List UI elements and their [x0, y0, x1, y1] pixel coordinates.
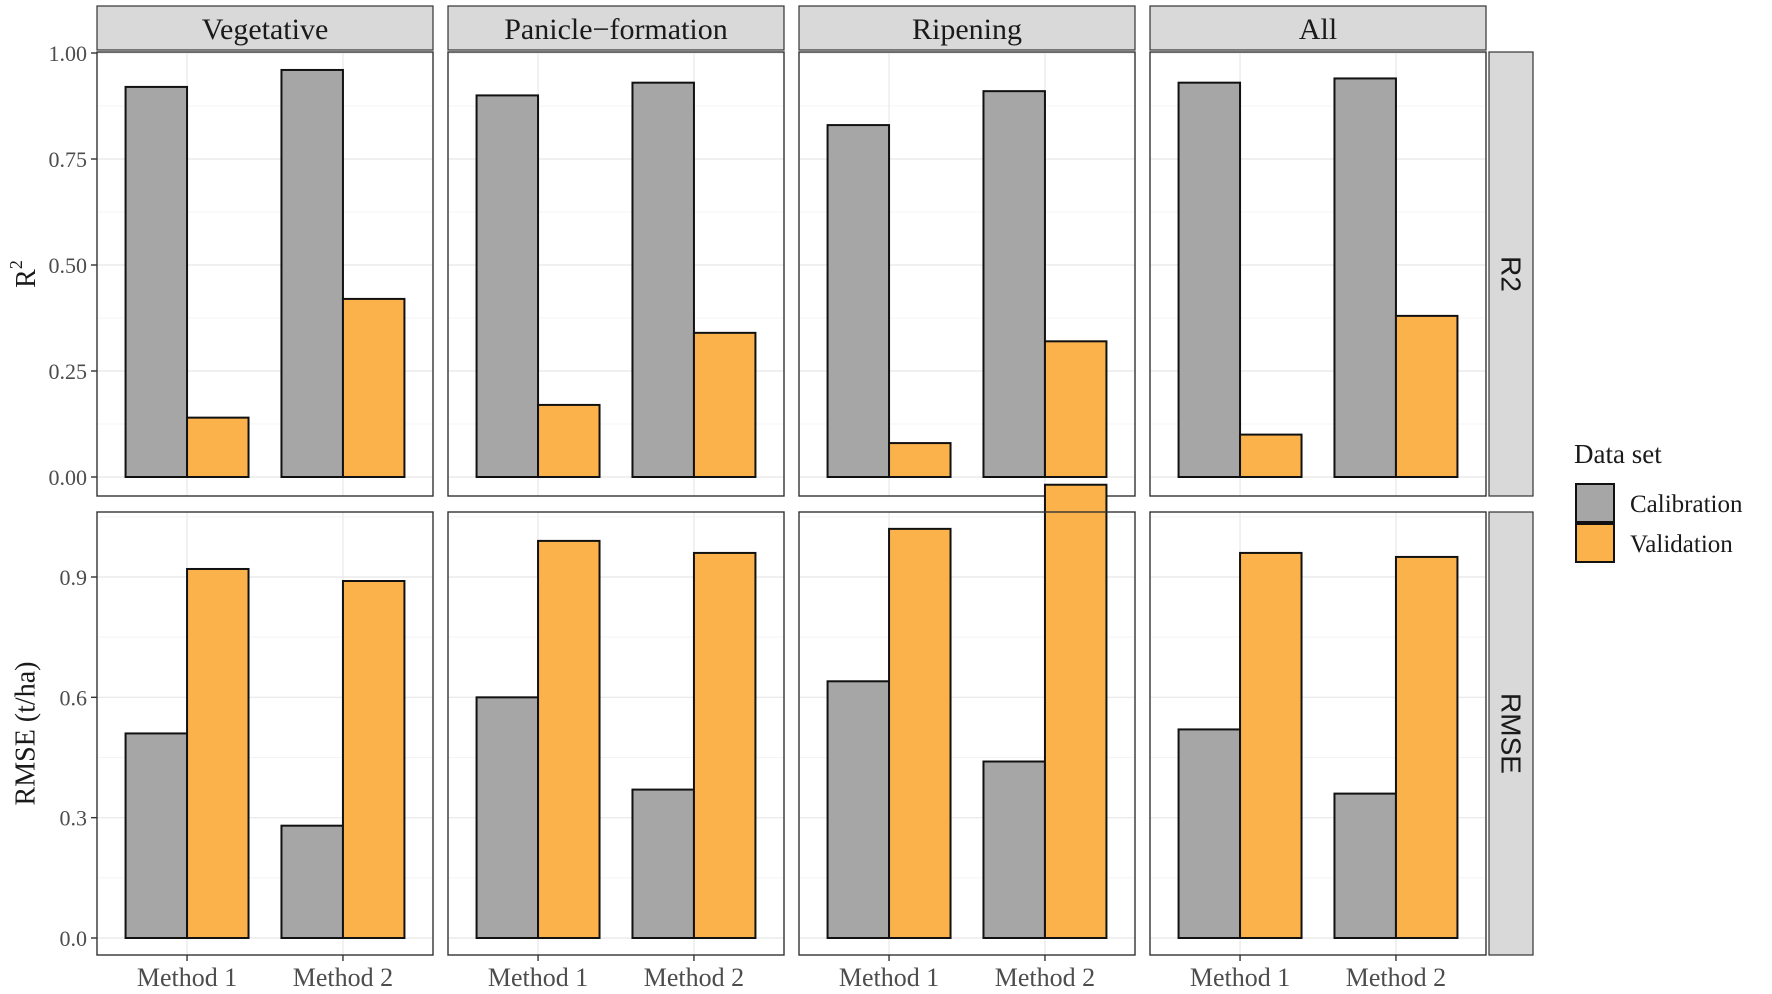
x-tick-label-method-2: Method 2 [644, 963, 744, 992]
x-tick-label-method-2: Method 2 [293, 963, 393, 992]
strip-all [1149, 5, 1487, 51]
y-tick-label-r2: 0.75 [49, 147, 88, 172]
bar-r2-panicle-formation-method-1-validation [537, 403, 601, 479]
x-tick-label-method-2: Method 2 [995, 963, 1095, 992]
row-strip-label-r2: R2 [1496, 256, 1527, 292]
bar-r2-vegetative-method-2-calibration [280, 68, 344, 479]
bar-r2-all-method-1-calibration [1177, 81, 1242, 479]
y-tick-label-r2: 1.00 [49, 41, 88, 66]
bar-r2-panicle-formation-method-2-calibration [631, 81, 695, 479]
bar-r2-vegetative-method-1-calibration [124, 85, 189, 478]
strip-label-ripening: Ripening [912, 13, 1022, 46]
panel-border-r2-panicle-formation [447, 51, 785, 497]
bar-r2-ripening-method-2-validation [1043, 340, 1108, 478]
bar-rmse-all-method-2-validation [1394, 555, 1459, 939]
legend-key-validation [1575, 523, 1615, 563]
bar-rmse-ripening-method-1-calibration [826, 680, 891, 939]
bar-rmse-all-method-1-validation [1239, 551, 1303, 940]
legend-key-calibration [1575, 483, 1615, 523]
x-tick-label-method-1: Method 1 [137, 963, 237, 992]
x-tick-label-method-1: Method 1 [839, 963, 939, 992]
bar-rmse-ripening-method-1-validation [888, 527, 952, 939]
strip-panicle-formation [447, 5, 785, 51]
bar-rmse-vegetative-method-1-calibration [124, 732, 189, 940]
bar-rmse-all-method-1-calibration [1177, 728, 1242, 940]
y-tick-label-r2: 0.50 [49, 253, 88, 278]
bar-r2-all-method-2-calibration [1333, 77, 1397, 478]
y-tick-label-rmse: 0.0 [60, 926, 88, 951]
bar-r2-all-method-1-validation [1239, 433, 1303, 479]
bar-rmse-panicle-formation-method-1-calibration [475, 696, 540, 939]
x-tick-label-method-2: Method 2 [1346, 963, 1446, 992]
y-tick-label-rmse: 0.6 [60, 685, 88, 710]
bar-r2-panicle-formation-method-1-calibration [475, 94, 540, 479]
y-tick-label-r2: 0.25 [49, 359, 88, 384]
panel-border-r2-ripening [798, 51, 1136, 497]
legend-title: Data set [1574, 439, 1662, 469]
bar-rmse-vegetative-method-1-validation [186, 567, 250, 939]
legend-label-validation: Validation [1630, 531, 1733, 558]
y-tick-label-rmse: 0.3 [60, 806, 88, 831]
strip-ripening [798, 5, 1136, 51]
panel-border-r2-vegetative [96, 51, 434, 497]
row-strip-rmse [1488, 511, 1534, 956]
x-tick-label-method-1: Method 1 [1190, 963, 1290, 992]
bar-rmse-vegetative-method-2-calibration [280, 824, 344, 940]
bar-rmse-panicle-formation-method-2-validation [692, 551, 757, 940]
bar-r2-vegetative-method-2-validation [341, 297, 406, 479]
bar-r2-vegetative-method-1-validation [186, 416, 250, 479]
bar-r2-ripening-method-1-calibration [826, 124, 891, 479]
bar-rmse-vegetative-method-2-validation [341, 580, 406, 939]
y-axis-title-r2-base: R [11, 269, 42, 288]
row-strip-r2 [1488, 51, 1534, 497]
bar-r2-ripening-method-1-validation [888, 442, 952, 478]
strip-label-all: All [1299, 13, 1337, 46]
bar-rmse-all-method-2-calibration [1333, 792, 1397, 939]
row-strip-label-rmse: RMSE [1496, 693, 1527, 774]
bar-rmse-panicle-formation-method-1-validation [537, 539, 601, 940]
strip-label-panicle-formation: Panicle−formation [504, 13, 728, 46]
bar-rmse-ripening-method-2-calibration [982, 760, 1046, 939]
y-axis-title-r2: R2 [6, 260, 42, 288]
legend-label-calibration: Calibration [1630, 491, 1743, 518]
bar-r2-panicle-formation-method-2-validation [692, 331, 757, 478]
panel-border-rmse-all [1149, 511, 1487, 956]
bar-r2-ripening-method-2-calibration [982, 90, 1046, 478]
bar-r2-all-method-2-validation [1394, 314, 1459, 478]
bar-rmse-panicle-formation-method-2-calibration [631, 788, 695, 939]
panel-border-rmse-vegetative [96, 511, 434, 956]
panel-border-r2-all [1149, 51, 1487, 497]
bar-rmse-ripening-method-2-validation [1043, 483, 1108, 939]
y-tick-label-rmse: 0.9 [60, 565, 88, 590]
panel-border-rmse-panicle-formation [447, 511, 785, 956]
y-axis-title-r2-superscript: 2 [6, 260, 26, 269]
panel-border-rmse-ripening [798, 511, 1136, 956]
x-tick-label-method-1: Method 1 [488, 963, 588, 992]
strip-vegetative [96, 5, 434, 51]
y-tick-label-r2: 0.00 [49, 465, 88, 490]
y-axis-title-rmse: RMSE (t/ha) [11, 662, 42, 806]
strip-label-vegetative: Vegetative [202, 13, 329, 46]
